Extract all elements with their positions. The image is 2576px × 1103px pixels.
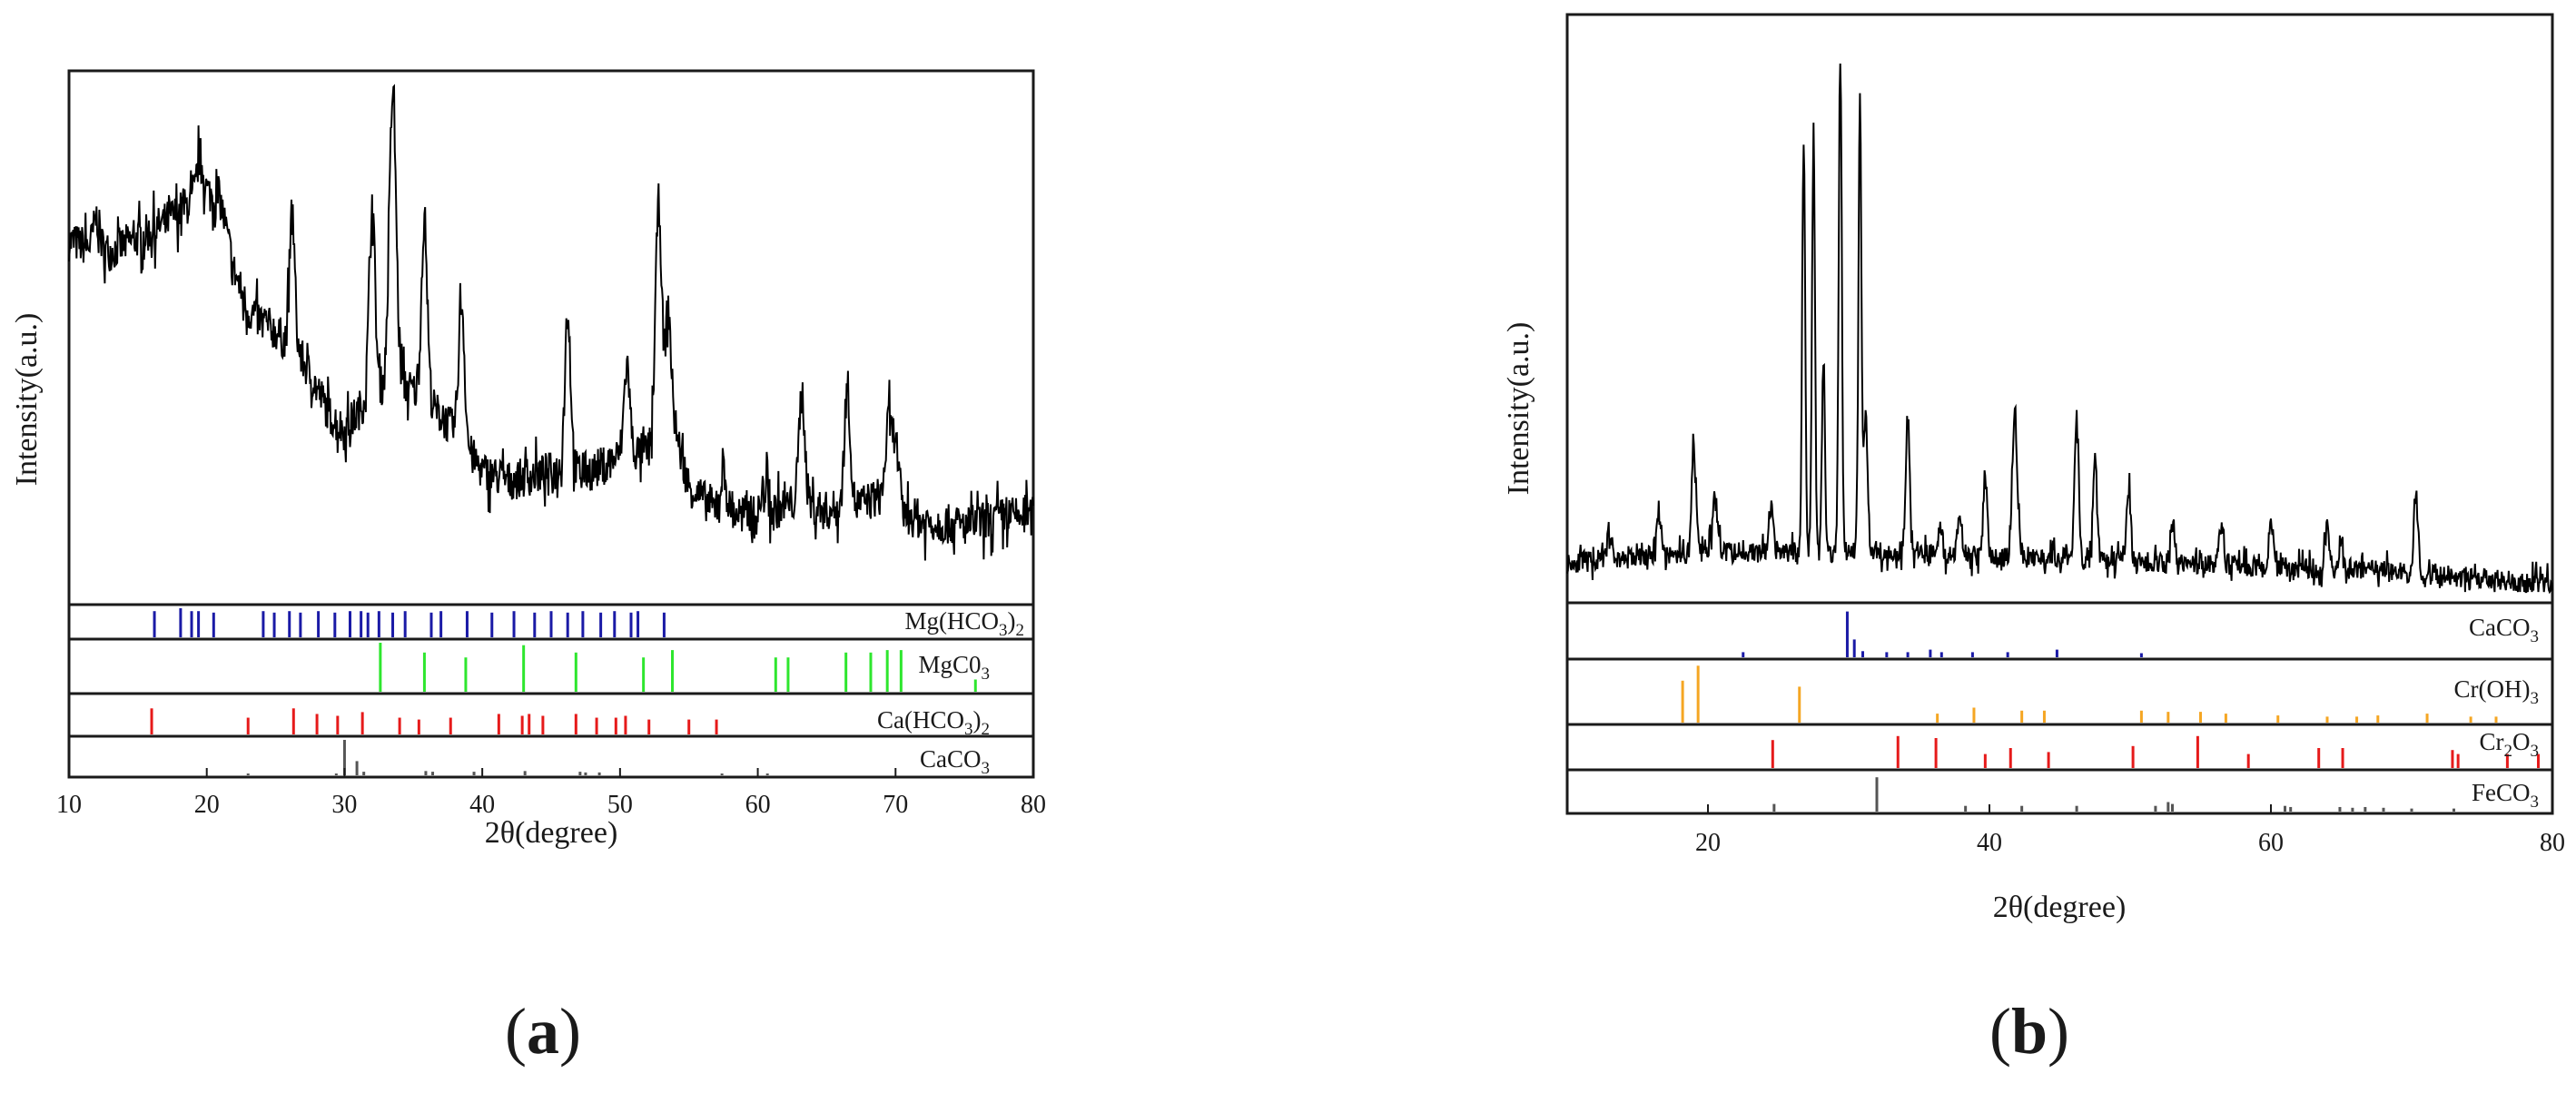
x-axis-ticks: 20 40 60 80 (1695, 804, 2565, 857)
panel-label-b: (b) (1989, 995, 2069, 1068)
ref-label-mgc03: MgC03 (918, 651, 990, 684)
y-axis-title: Intensity(a.u.) (1502, 322, 1535, 496)
x-axis-title: 2θ(degree) (1993, 891, 2127, 924)
ref-label-cr2o3: Cr2O3 (2480, 728, 2540, 761)
ref-label-caco3: CaCO3 (2469, 614, 2539, 646)
reference-strip-cr-oh-3 (1565, 657, 2554, 726)
x-tick-label: 50 (607, 791, 633, 819)
panel-a: 10 20 30 40 50 60 70 80 Mg(HCO3)2 MgC03 Ca(HCO3… (10, 69, 1046, 1068)
x-tick-label: 80 (1021, 791, 1046, 819)
ref-label-caco3: CaCO3 (920, 745, 990, 778)
ref-label-feco3: FeCO3 (2472, 779, 2539, 812)
spectrum-frame (67, 69, 1035, 606)
panel-label-a: (a) (505, 995, 581, 1068)
x-axis-ticks: 10 20 30 40 50 60 70 80 (56, 768, 1046, 819)
x-tick-label: 20 (1695, 829, 1721, 857)
reference-strip-feco3 (1565, 768, 2554, 815)
x-tick-label: 40 (1977, 829, 2002, 857)
panel-b: 20 40 60 80 CaCO3 Cr(OH)3 Cr2O3 FeCO3 Inten… (1502, 13, 2565, 1068)
reference-strip-mgc03 (67, 637, 1035, 695)
reference-line-group (1681, 611, 2540, 812)
x-tick-label: 40 (469, 791, 495, 819)
reference-strip-cr2o3 (1565, 723, 2554, 772)
reference-strip-caco3 (1565, 601, 2554, 661)
ref-label-ca-hco3-2: Ca(HCO3)2 (877, 706, 990, 739)
spectrum-frame (1565, 13, 2554, 605)
reference-strip-caco3 (67, 734, 1035, 779)
xrd-spectrum-line (68, 84, 1034, 561)
x-tick-label: 20 (194, 791, 220, 819)
x-tick-label: 30 (331, 791, 357, 819)
x-tick-label: 60 (2258, 829, 2284, 857)
ref-label-cr-oh-3: Cr(OH)3 (2454, 675, 2539, 708)
y-axis-title: Intensity(a.u.) (10, 313, 44, 487)
x-tick-label: 80 (2540, 829, 2565, 857)
x-tick-label: 60 (745, 791, 771, 819)
ref-label-mg-hco3-2: Mg(HCO3)2 (904, 607, 1024, 640)
xrd-spectrum-line (1566, 63, 2553, 595)
x-tick-label: 10 (56, 791, 82, 819)
x-tick-label: 70 (883, 791, 908, 819)
x-axis-title: 2θ(degree) (485, 816, 618, 850)
reference-line-group (150, 608, 977, 775)
